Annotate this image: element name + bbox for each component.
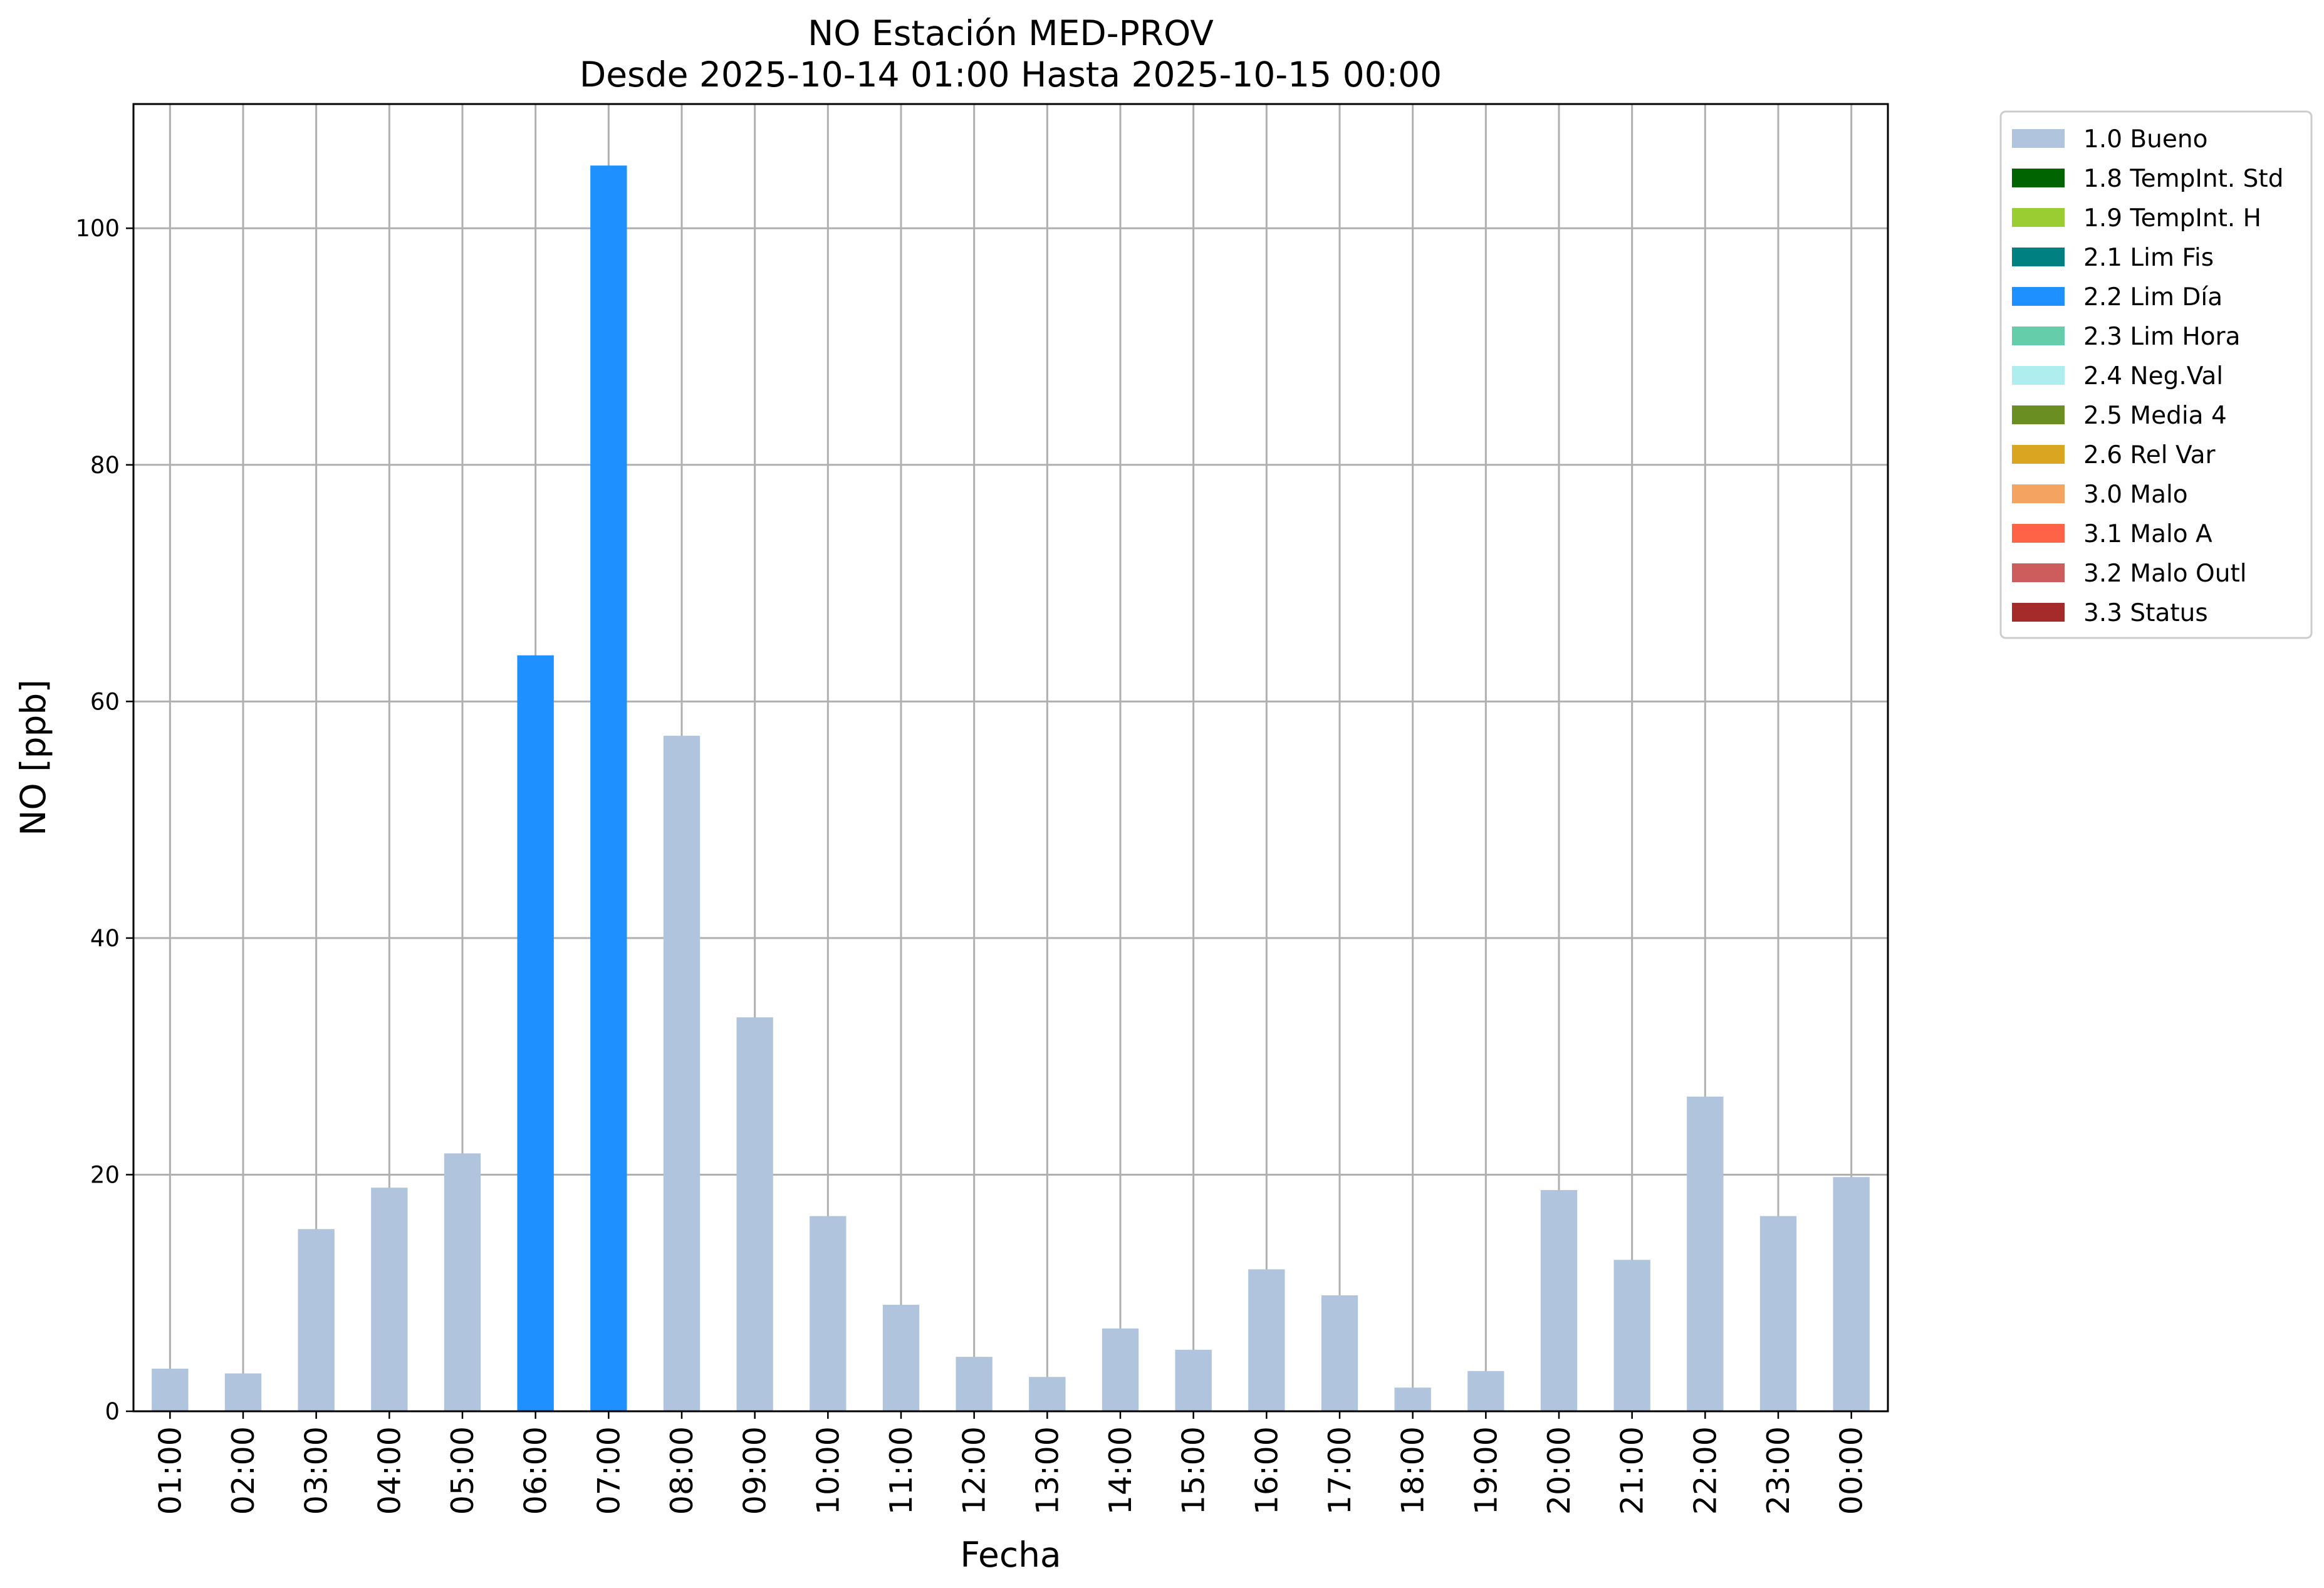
x-tick-label: 15:00 [1176,1426,1212,1515]
legend-label-3.2: 3.2 Malo Outl [2083,560,2247,588]
legend-swatch-2.5 [2012,405,2065,424]
x-tick-label: 23:00 [1761,1426,1796,1515]
x-tick-label: 13:00 [1029,1426,1065,1515]
bar-17:00 [1321,1295,1358,1411]
bar-08:00 [663,736,701,1411]
bar-05:00 [444,1153,481,1411]
bar-04:00 [371,1188,408,1411]
chart-title: NO Estación MED-PROV [808,13,1214,53]
legend-label-2.4: 2.4 Neg.Val [2083,362,2223,390]
y-tick-label: 60 [90,688,120,715]
bar-22:00 [1687,1096,1724,1411]
legend-frame [1999,110,2313,639]
legend: 1.0 Bueno 1.8 TempInt. Std 1.9 TempInt. H 2… [1999,110,2313,639]
x-tick-label: 10:00 [810,1426,846,1515]
legend-label-1.9: 1.9 TempInt. H [2083,204,2261,232]
y-tick-label: 40 [90,925,120,952]
bar-15:00 [1175,1349,1212,1411]
x-tick-label: 07:00 [591,1426,627,1515]
bars [152,165,1870,1412]
x-tick-label: 20:00 [1541,1426,1577,1515]
x-tick-label: 18:00 [1395,1426,1431,1515]
bar-01:00 [152,1369,189,1411]
x-tick-label: 19:00 [1468,1426,1504,1515]
legend-swatch-2.4 [2012,366,2065,385]
bar-20:00 [1540,1189,1578,1411]
y-tick-label: 80 [90,452,120,479]
bar-14:00 [1102,1328,1139,1411]
legend-label-2.1: 2.1 Lim Fis [2083,244,2214,272]
x-tick-label: 09:00 [737,1426,773,1515]
legend-swatch-3.3 [2012,603,2065,622]
x-tick-label: 05:00 [445,1426,481,1515]
bar-18:00 [1394,1387,1431,1411]
legend-label-3.0: 3.0 Malo [2083,481,2188,509]
legend-label-2.6: 2.6 Rel Var [2083,441,2216,469]
x-tick-label: 21:00 [1615,1426,1650,1515]
legend-swatch-3.2 [2012,563,2065,582]
x-tick-label: 11:00 [883,1426,919,1515]
legend-label-3.1: 3.1 Malo A [2083,520,2212,548]
x-tick-label: 03:00 [299,1426,335,1515]
bar-03:00 [298,1229,335,1411]
bar-06:00 [517,655,554,1411]
legend-swatch-2.6 [2012,445,2065,464]
bar-07:00 [590,165,627,1412]
x-tick-label: 16:00 [1249,1426,1284,1515]
legend-swatch-1.0 [2012,129,2065,148]
bar-00:00 [1833,1177,1870,1411]
x-tick-label: 02:00 [226,1426,261,1515]
bar-13:00 [1029,1377,1066,1411]
legend-swatch-1.9 [2012,208,2065,227]
legend-label-2.3: 2.3 Lim Hora [2083,323,2241,351]
x-tick-label: 04:00 [372,1426,407,1515]
legend-swatch-2.1 [2012,248,2065,266]
x-tick-label: 17:00 [1322,1426,1358,1515]
y-tick-label: 0 [105,1398,120,1425]
bar-09:00 [736,1017,773,1411]
x-tick-label: 14:00 [1103,1426,1139,1515]
x-tick-label: 22:00 [1687,1426,1723,1515]
x-tick-label: 12:00 [957,1426,993,1515]
x-tick-label: 00:00 [1834,1426,1870,1515]
legend-label-3.3: 3.3 Status [2083,599,2208,627]
bar-16:00 [1248,1269,1285,1411]
bar-21:00 [1613,1260,1650,1411]
legend-label-1.0: 1.0 Bueno [2083,125,2207,154]
bar-23:00 [1759,1216,1797,1411]
x-tick-label: 01:00 [152,1426,188,1515]
x-tick-label: 08:00 [664,1426,700,1515]
legend-swatch-2.3 [2012,326,2065,345]
y-tick-label: 20 [90,1161,120,1188]
bar-19:00 [1467,1371,1504,1411]
legend-label-1.8: 1.8 TempInt. Std [2083,165,2283,193]
legend-swatch-3.1 [2012,524,2065,543]
bar-11:00 [882,1305,920,1411]
legend-label-2.5: 2.5 Media 4 [2083,402,2227,430]
bar-02:00 [224,1373,262,1411]
y-axis-label: NO [ppb] [13,679,53,836]
chart-subtitle: Desde 2025-10-14 01:00 Hasta 2025-10-15 … [580,55,1442,95]
x-tick-label: 06:00 [518,1426,554,1515]
y-axis-ticks: 0 20 40 60 80 100 [75,215,133,1425]
bar-12:00 [956,1357,993,1411]
x-axis-ticks: 01:00 02:00 03:00 04:00 05:00 06:00 07:00 08:00… [152,1411,1870,1515]
legend-swatch-1.8 [2012,169,2065,187]
legend-items: 1.0 Bueno 1.8 TempInt. Std 1.9 TempInt. H 2… [2012,125,2283,627]
bar-10:00 [810,1216,847,1411]
plot-area-frame [132,103,1889,1413]
y-tick-label: 100 [75,215,120,242]
legend-label-2.2: 2.2 Lim Día [2083,283,2222,311]
x-axis-label: Fecha [960,1535,1061,1575]
legend-swatch-2.2 [2012,287,2065,306]
legend-swatch-3.0 [2012,484,2065,503]
